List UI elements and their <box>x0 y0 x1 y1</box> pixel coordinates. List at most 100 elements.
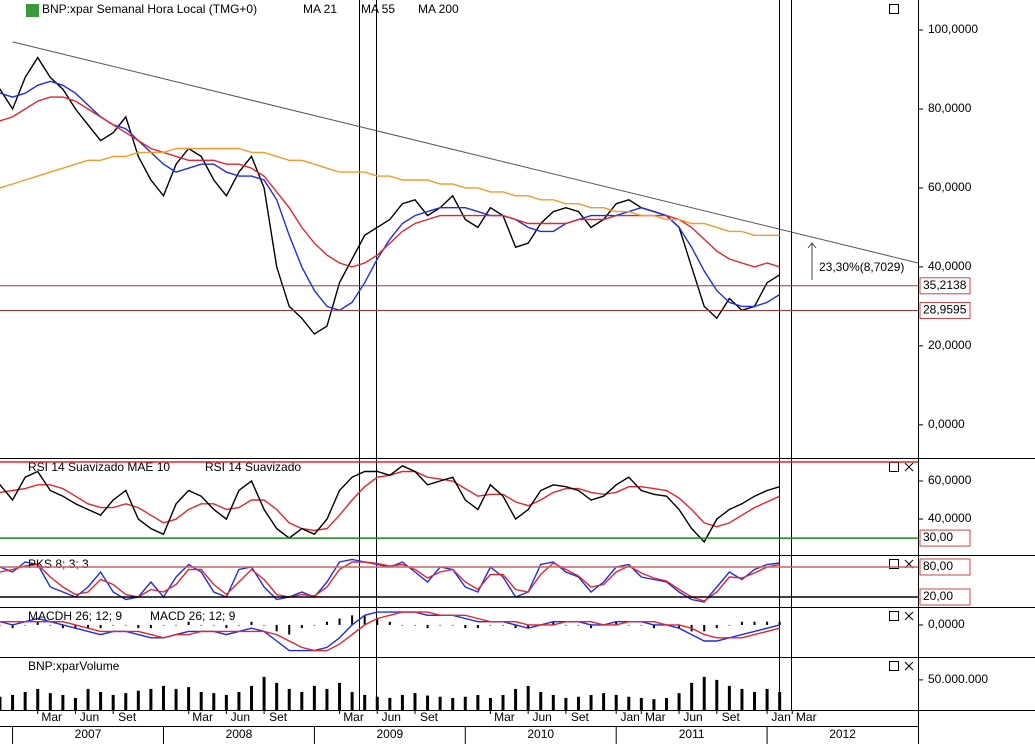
volume-bar <box>124 693 128 710</box>
volume-bar <box>488 697 492 710</box>
volume-bar <box>476 694 480 710</box>
level-label-box <box>919 529 971 547</box>
histogram-bar <box>476 624 479 629</box>
histogram-bar <box>502 624 505 626</box>
histogram-bar <box>263 624 266 626</box>
maximize-button[interactable] <box>889 611 899 621</box>
year-label: 2012 <box>829 727 856 741</box>
histogram-bar <box>590 624 593 629</box>
x-tick-label: Set <box>118 710 137 724</box>
level-label-box <box>919 277 971 295</box>
histogram-bar <box>200 624 203 626</box>
measure-arrow <box>807 242 817 280</box>
histogram-bar <box>401 624 404 626</box>
histogram-bar <box>212 624 215 626</box>
level-label-box <box>919 558 971 576</box>
y-tick-label: 50.000.000 <box>928 672 988 686</box>
x-tick-label: Mar <box>343 710 364 724</box>
volume-bar <box>514 688 518 710</box>
histogram-bar <box>489 624 492 626</box>
histogram-bar <box>162 624 165 626</box>
volume-bar <box>388 697 392 710</box>
close-button[interactable] <box>904 462 914 671</box>
volume-bar <box>86 688 90 710</box>
volume-bar <box>338 682 342 710</box>
histogram-bar <box>552 621 555 625</box>
level-label: 35,2138 <box>923 278 967 292</box>
volume-bar <box>250 685 254 710</box>
legend-entry: PKS 8; 3; 3 <box>28 557 89 571</box>
volume-bar <box>551 694 555 710</box>
volume-bar <box>426 695 430 710</box>
volume-bar <box>576 696 580 710</box>
histogram-bar <box>678 624 681 629</box>
volume-bar <box>36 688 40 710</box>
trendline <box>12 41 918 264</box>
histogram-bar <box>703 624 706 632</box>
volume-bar <box>375 696 379 710</box>
volume-bar <box>73 697 77 710</box>
volume-bar <box>627 696 631 710</box>
volume-bar <box>589 694 593 710</box>
maximize-button[interactable] <box>889 661 899 671</box>
volume-bar <box>61 694 65 710</box>
x-tick-label: Jan <box>621 710 640 724</box>
histogram-bar <box>615 621 618 625</box>
volume-bar <box>161 685 165 710</box>
volume-bar <box>99 691 103 710</box>
histogram-bar <box>74 624 77 629</box>
histogram-bar <box>225 624 228 629</box>
histogram-bar <box>715 624 718 629</box>
series-line <box>0 561 780 602</box>
histogram-bar <box>376 618 379 625</box>
y-tick-label: 0,0000 <box>928 617 965 631</box>
level-label: 28,9595 <box>923 303 967 317</box>
y-tick-label: 60,0000 <box>928 473 972 487</box>
x-tick-label: Mar <box>41 710 62 724</box>
y-tick-label: 40,0000 <box>928 511 972 525</box>
volume-bar <box>539 691 543 710</box>
y-tick-label: 60,0000 <box>928 180 972 194</box>
volume-bar <box>765 688 769 710</box>
histogram-bar <box>753 621 756 625</box>
level-label-box <box>919 588 971 606</box>
x-tick-label: Mar <box>192 710 213 724</box>
histogram-bar <box>564 624 567 626</box>
volume-bar <box>149 688 153 710</box>
volume-bar <box>664 697 668 710</box>
histogram-bar <box>237 624 240 626</box>
histogram-bar <box>275 624 278 632</box>
histogram-bar <box>451 624 454 626</box>
x-tick-label: Jan <box>771 710 790 724</box>
series-line <box>0 147 780 236</box>
series-line <box>0 464 780 544</box>
volume-bar <box>639 697 643 710</box>
maximize-button[interactable] <box>889 4 899 14</box>
year-label: 2010 <box>527 727 554 741</box>
x-tick-label: Jun <box>532 710 551 724</box>
x-tick-label: Set <box>571 710 590 724</box>
histogram-bar <box>728 624 731 626</box>
histogram-bar <box>514 624 517 629</box>
histogram-bar <box>413 624 416 626</box>
volume-bar <box>111 694 115 710</box>
legend-entry: MACD 26; 12; 9 <box>150 609 236 623</box>
volume-bar <box>753 691 757 710</box>
series-line <box>0 558 780 603</box>
x-tick-label: Set <box>722 710 741 724</box>
histogram-bar <box>351 615 354 625</box>
histogram-bar <box>300 624 303 629</box>
histogram-bar <box>124 624 127 626</box>
histogram-bar <box>778 621 781 625</box>
volume-bar <box>212 693 216 710</box>
histogram-bar <box>740 621 743 625</box>
volume-bar <box>501 694 505 710</box>
histogram-bar <box>439 624 442 626</box>
maximize-button[interactable] <box>889 559 899 569</box>
volume-bar <box>740 688 744 710</box>
volume-bar <box>48 693 52 710</box>
histogram-bar <box>640 624 643 626</box>
y-tick-label: 40,0000 <box>928 259 972 273</box>
